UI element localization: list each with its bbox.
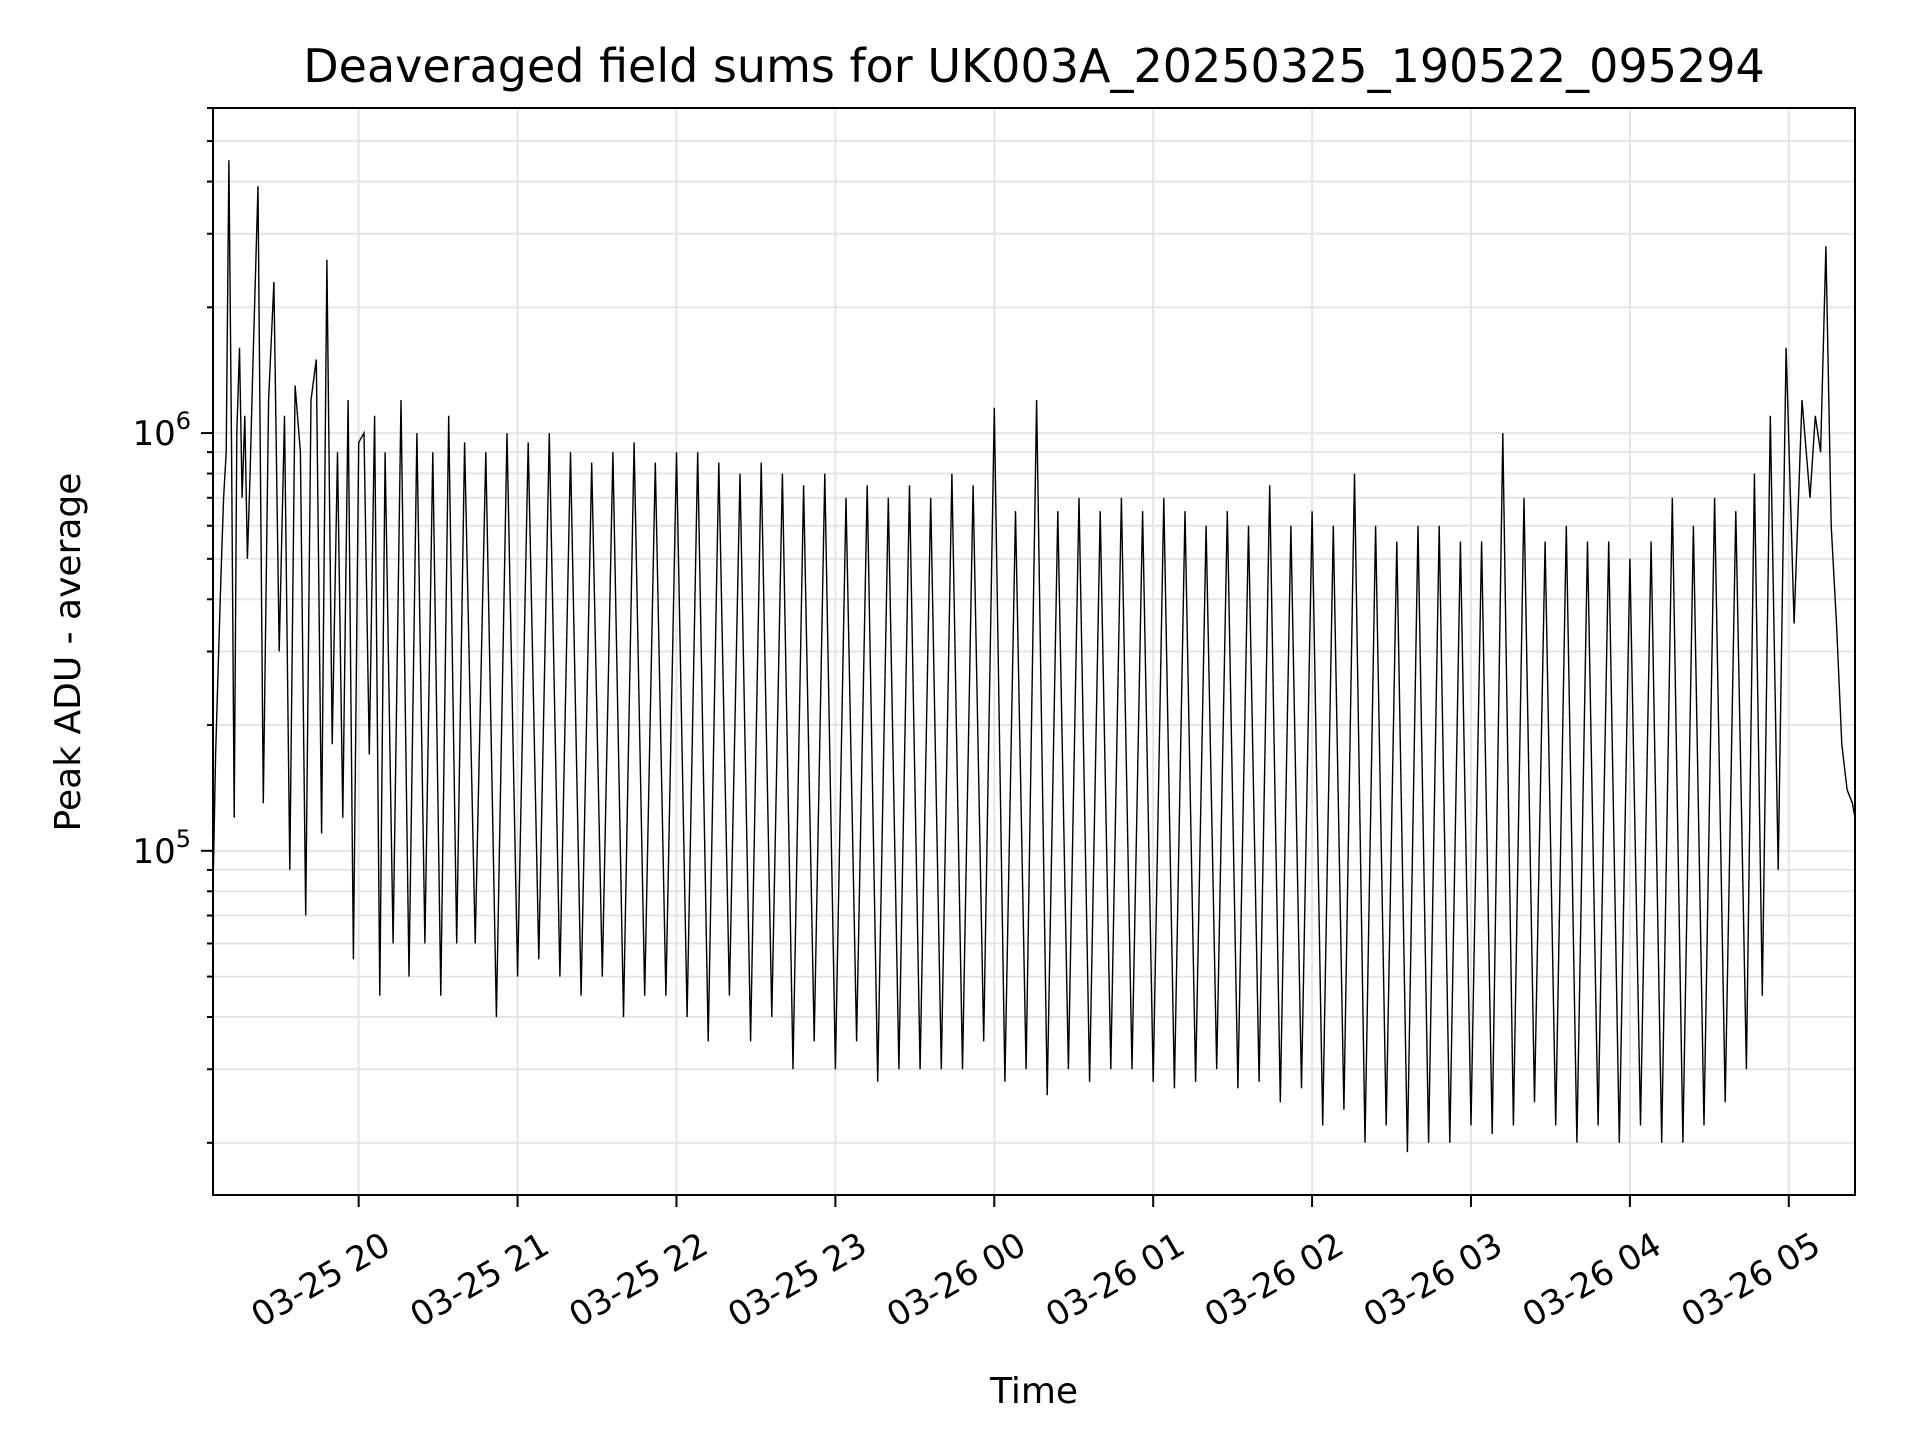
x-tick: 03-25 22 [562,1195,715,1336]
x-tick: 03-26 04 [1516,1195,1668,1336]
x-tick: 03-26 01 [1039,1195,1192,1336]
series-line [212,160,1856,1153]
y-tick-label: 105 [132,825,191,872]
x-tick-label: 03-26 03 [1357,1225,1509,1336]
x-axis-ticks: 03-25 20 03-25 21 03-25 22 03-25 23 03-26 00… [245,1195,1827,1336]
grid-major [213,108,1855,1195]
x-tick-label: 03-25 23 [721,1225,873,1336]
y-axis-ticks: 105 106 [132,107,213,1144]
chart-title: Deaveraged field sums for UK003A_2025032… [303,39,1765,93]
x-tick-label: 03-26 00 [880,1225,1032,1336]
x-tick-label: 03-26 02 [1198,1225,1350,1336]
x-tick-label: 03-25 20 [245,1225,397,1336]
x-tick-label: 03-25 22 [562,1225,714,1336]
x-tick-label: 03-26 01 [1039,1225,1191,1336]
x-tick: 03-26 00 [880,1195,1033,1336]
y-axis-label: Peak ADU - average [48,473,89,832]
x-tick: 03-25 20 [245,1195,397,1336]
x-tick: 03-25 21 [404,1195,556,1336]
y-tick-label: 106 [132,407,191,454]
x-tick: 03-26 03 [1357,1195,1509,1336]
x-tick: 03-26 05 [1675,1195,1827,1336]
x-tick: 03-25 23 [721,1195,874,1336]
x-tick-label: 03-26 04 [1516,1225,1668,1336]
grid-minor [213,107,1855,1144]
x-tick: 03-26 02 [1198,1195,1350,1336]
x-axis-label: Time [989,1371,1078,1412]
x-tick-label: 03-25 21 [404,1225,556,1336]
x-tick-label: 03-26 05 [1675,1225,1827,1336]
